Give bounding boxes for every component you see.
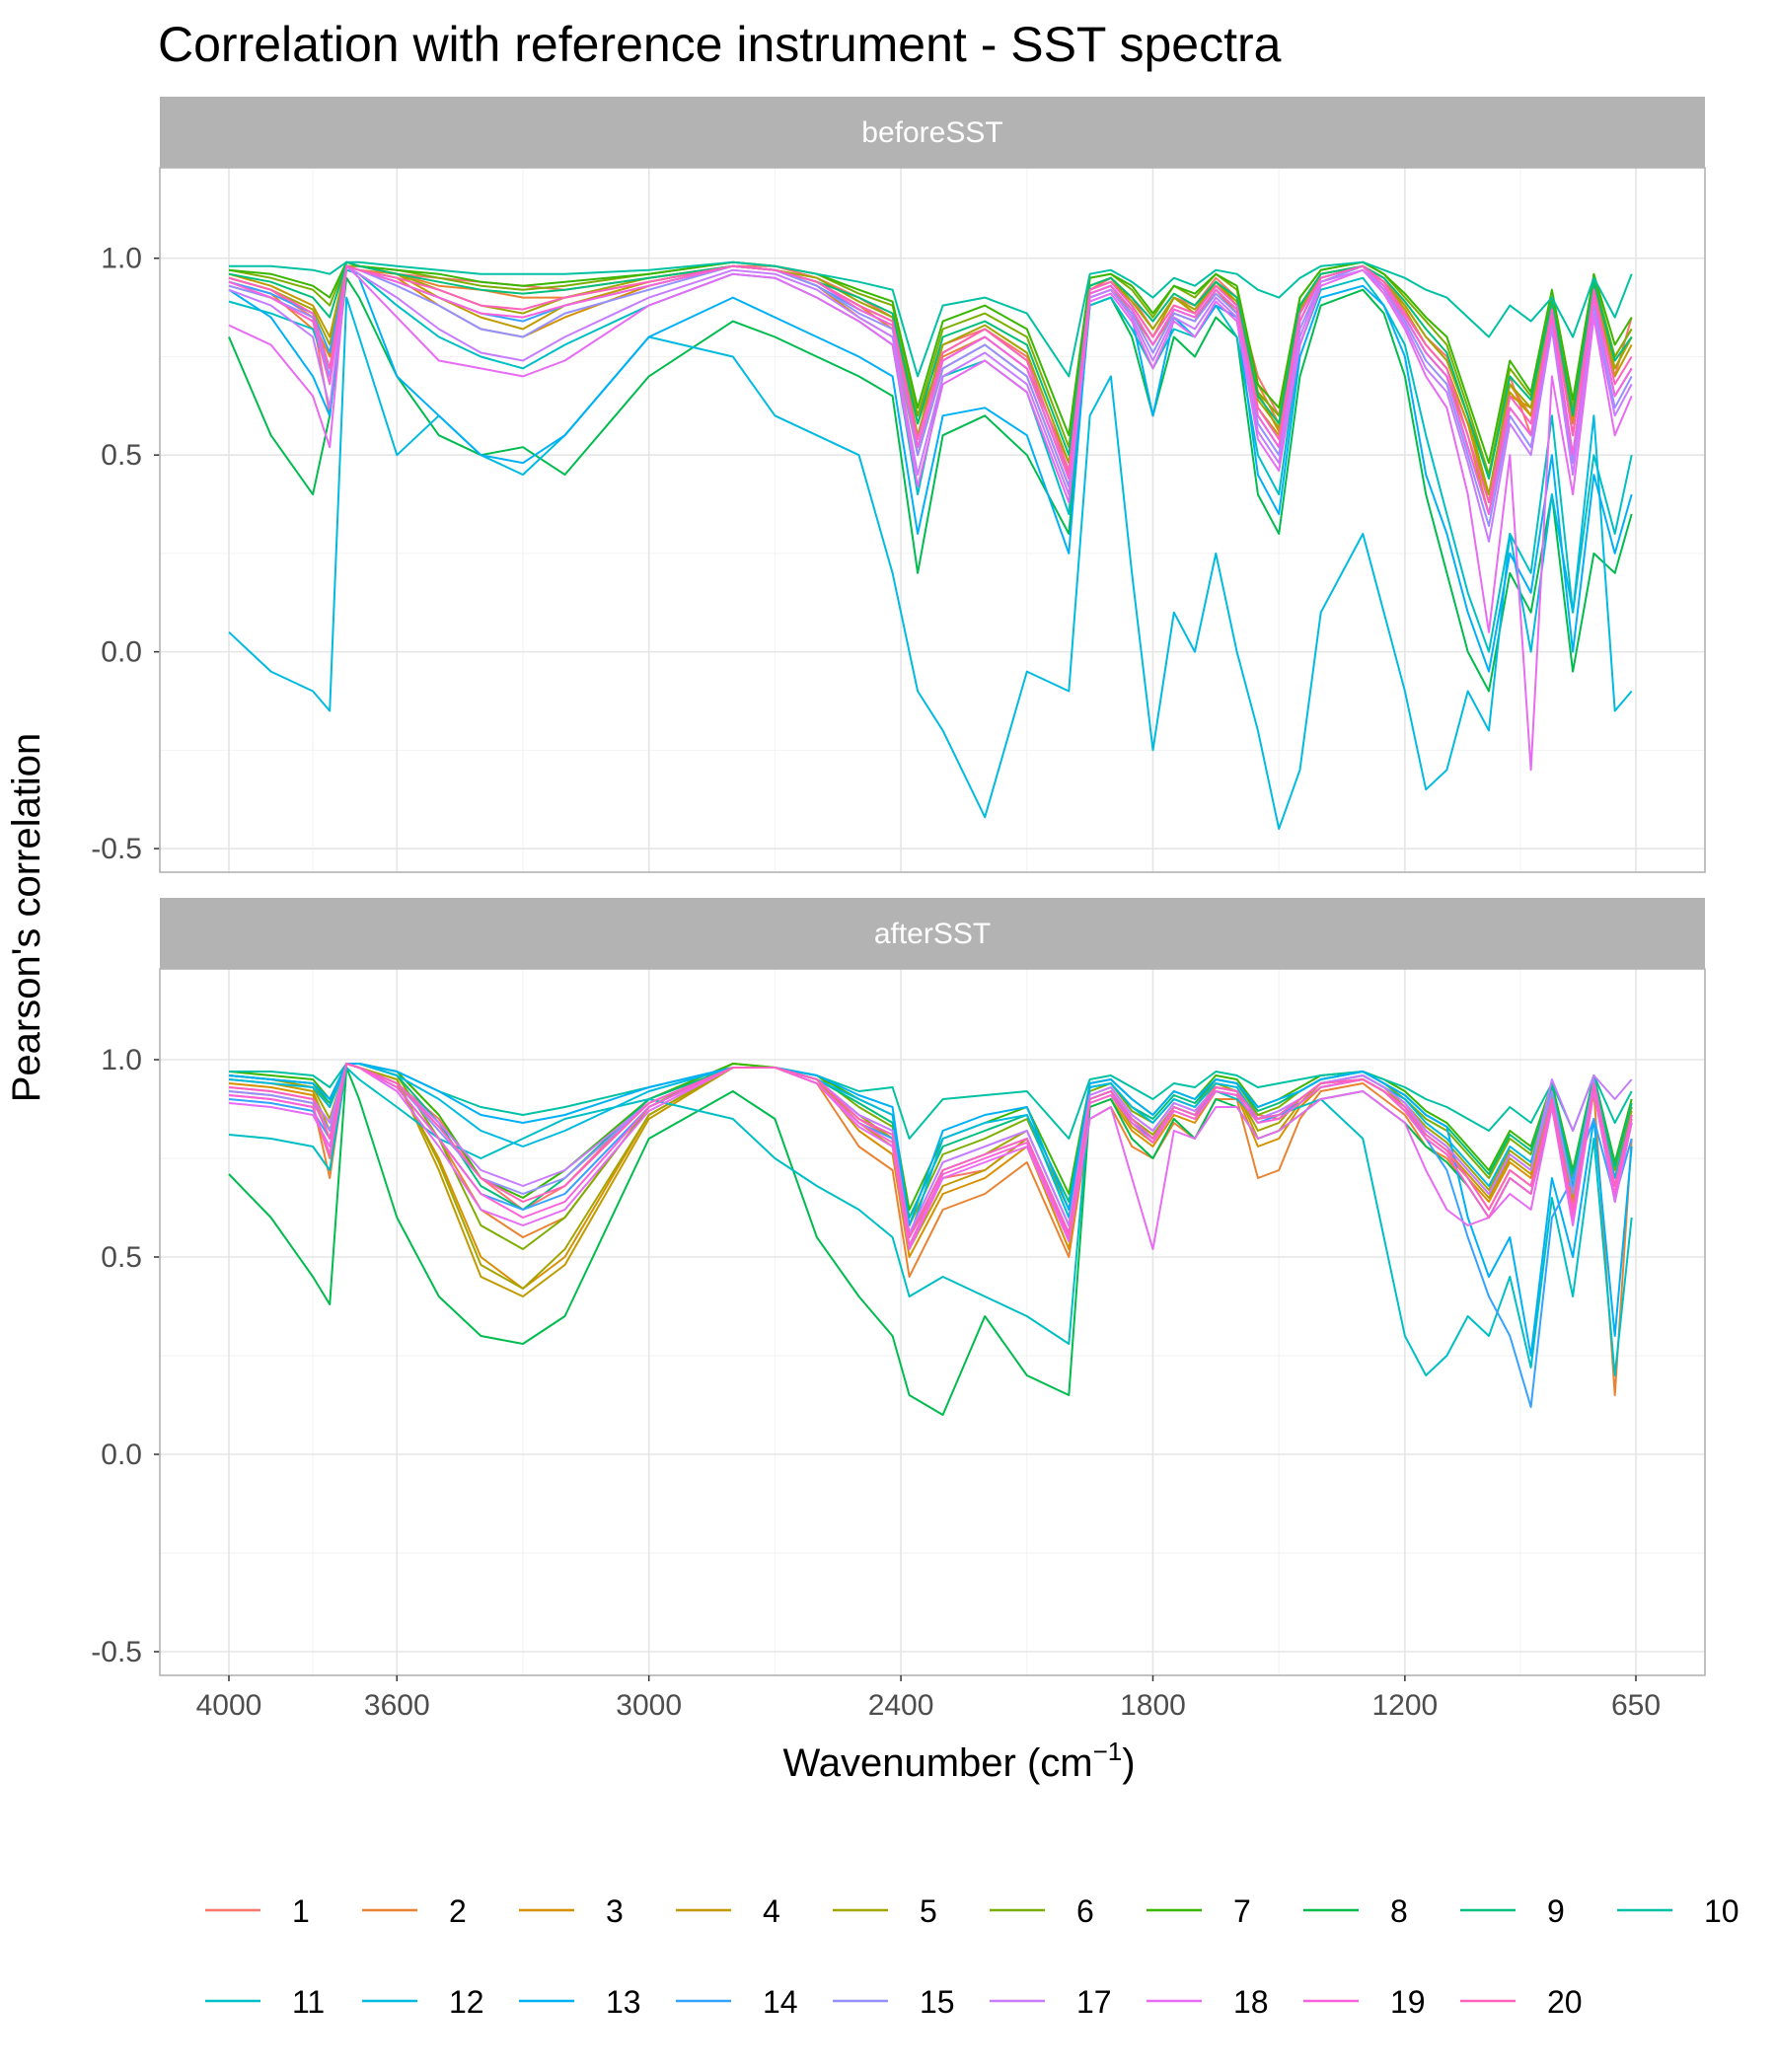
x-tick-label: 2400	[868, 1689, 934, 1722]
legend-item-20: 20	[1460, 1984, 1583, 2020]
y-tick-label: 0.0	[101, 636, 142, 669]
series-line-19	[228, 264, 1633, 515]
x-tick-label: 650	[1611, 1689, 1661, 1722]
facet-panels: beforeSST -0.5 0.0 0.5 1.0 afterSST -0.5 0.0 0.5…	[91, 97, 1706, 1722]
x-tick-label: 4000	[196, 1689, 262, 1722]
legend-item-13: 13	[519, 1984, 641, 2020]
series-line-6	[228, 260, 1633, 477]
legend-item-7: 7	[1147, 1893, 1251, 1929]
legend-label: 12	[449, 1984, 484, 2020]
y-tick-label: -0.5	[91, 1636, 142, 1668]
legend-label: 17	[1076, 1984, 1112, 2020]
series-line-8	[228, 276, 1633, 693]
series-line-7	[228, 260, 1633, 465]
x-tick-label: 1200	[1372, 1689, 1439, 1722]
legend-item-17: 17	[990, 1984, 1112, 2020]
series-line-18	[228, 1063, 1633, 1250]
legend-item-11: 11	[205, 1984, 325, 2020]
y-tick-label: 1.0	[101, 1044, 142, 1076]
series-line-10	[229, 260, 1633, 378]
legend-item-3: 3	[519, 1893, 624, 1929]
series-line-20	[228, 264, 1633, 504]
x-axis-title: Wavenumber (cm−1)	[782, 1737, 1135, 1785]
series-line-17	[228, 264, 1633, 543]
legend-item-6: 6	[990, 1893, 1094, 1929]
legend-label: 3	[606, 1893, 624, 1929]
legend-label: 10	[1704, 1893, 1739, 1929]
legend-label: 9	[1547, 1893, 1565, 1929]
legend-label: 8	[1390, 1893, 1408, 1929]
legend-label: 18	[1233, 1984, 1269, 2020]
series-line-4	[228, 1063, 1633, 1297]
y-tick-label: 0.0	[101, 1439, 142, 1471]
legend-label: 13	[606, 1984, 641, 2020]
panel-beforeSST: beforeSST -0.5 0.0 0.5 1.0	[91, 97, 1706, 873]
x-tick-label: 3600	[364, 1689, 430, 1722]
panel-border	[159, 167, 1706, 873]
series-line-12	[228, 1063, 1633, 1238]
x-axis-title-superscript: −1	[1093, 1737, 1123, 1766]
series-line-18	[228, 264, 1633, 772]
facet-strip-label: beforeSST	[861, 116, 1002, 149]
legend-label: 4	[763, 1893, 780, 1929]
x-tick-label: 1800	[1120, 1689, 1186, 1722]
series-line-11	[228, 268, 1633, 653]
legend-item-2: 2	[362, 1893, 467, 1929]
legend-label: 6	[1076, 1893, 1094, 1929]
legend-item-15: 15	[833, 1984, 955, 2020]
legend-label: 7	[1233, 1893, 1251, 1929]
y-tick-label: 0.5	[101, 1241, 142, 1274]
series-line-9	[228, 260, 1633, 481]
legend-label: 11	[292, 1984, 325, 2020]
legend-label: 5	[920, 1893, 937, 1929]
legend-item-9: 9	[1460, 1893, 1565, 1929]
series-line-19	[228, 1063, 1633, 1246]
facet-strip-label: afterSST	[874, 918, 991, 950]
series-line-10	[229, 1063, 1633, 1140]
legend-item-10: 10	[1617, 1893, 1739, 1929]
legend-item-14: 14	[676, 1984, 798, 2020]
x-axis-title-main: Wavenumber (cm	[782, 1741, 1092, 1785]
legend-item-8: 8	[1303, 1893, 1408, 1929]
series-line-15	[228, 264, 1633, 527]
facet-strip	[160, 898, 1705, 969]
series-line-6	[228, 1063, 1633, 1250]
legend-label: 2	[449, 1893, 467, 1929]
y-tick-label: 1.0	[101, 243, 142, 275]
y-axis-title: Pearson's correlation	[5, 733, 48, 1103]
legend-label: 19	[1390, 1984, 1426, 2020]
y-tick-label: -0.5	[91, 833, 142, 865]
panel-afterSST: afterSST -0.5 0.0 0.5 1.0	[91, 898, 1706, 1676]
series-line-4	[228, 260, 1633, 504]
legend-item-19: 19	[1303, 1984, 1426, 2020]
series-line-17	[228, 1063, 1633, 1234]
legend-item-4: 4	[676, 1893, 780, 1929]
legend-label: 1	[292, 1893, 310, 1929]
legend-item-12: 12	[362, 1984, 484, 2020]
y-tick-label: 0.5	[101, 439, 142, 472]
facet-strip	[160, 97, 1705, 168]
series-line-20	[228, 1063, 1633, 1238]
series-line-13	[228, 1063, 1633, 1357]
x-tick-label: 3000	[616, 1689, 682, 1722]
x-axis-title-close: )	[1122, 1741, 1135, 1785]
legend-label: 15	[920, 1984, 955, 2020]
legend-item-18: 18	[1147, 1984, 1269, 2020]
legend-label: 20	[1547, 1984, 1583, 2020]
chart-title: Correlation with reference instrument - …	[158, 17, 1282, 72]
legend-label: 14	[763, 1984, 798, 2020]
legend-item-1: 1	[205, 1893, 310, 1929]
panel-border	[159, 968, 1706, 1676]
legend-item-5: 5	[833, 1893, 937, 1929]
